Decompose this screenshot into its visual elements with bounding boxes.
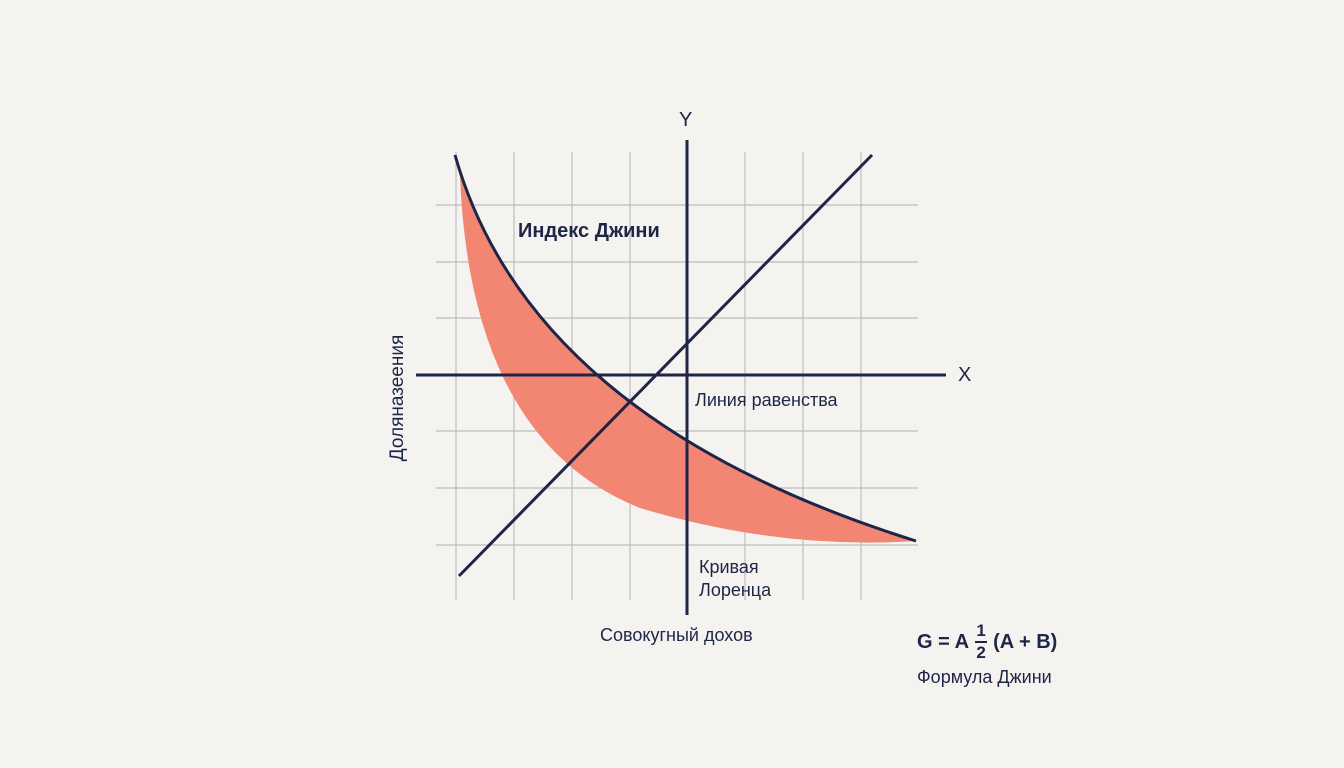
x-axis-letter: X xyxy=(958,364,972,386)
gini-formula: G = A 1 2 (A + B) xyxy=(917,622,1057,662)
formula-lhs: G = A xyxy=(917,630,970,653)
fraction-bar xyxy=(975,641,988,643)
diagram-title: Индекс Джини xyxy=(518,220,660,242)
y-axis-title: Доляназеения xyxy=(387,334,408,462)
equality-line xyxy=(457,153,874,578)
lorenz-curve xyxy=(453,154,917,543)
lorenz-label-line2: Лоренца xyxy=(699,580,772,600)
formula-rhs: (A + B) xyxy=(993,630,1058,653)
gini-area-fill xyxy=(455,155,916,543)
x-axis-title: Совокугный дохов xyxy=(600,625,753,645)
y-axis-letter: Y xyxy=(679,109,693,131)
lorenz-label-line1: Кривая xyxy=(699,557,759,577)
fraction-numerator: 1 xyxy=(976,621,986,640)
fraction-denominator: 2 xyxy=(976,643,986,662)
formula-caption: Формула Джини xyxy=(917,667,1052,687)
equality-line-label: Линия равенства xyxy=(695,390,838,410)
lorenz-curve-label: Кривая Лоренца xyxy=(699,556,771,602)
formula-fraction: 1 2 xyxy=(975,621,988,662)
